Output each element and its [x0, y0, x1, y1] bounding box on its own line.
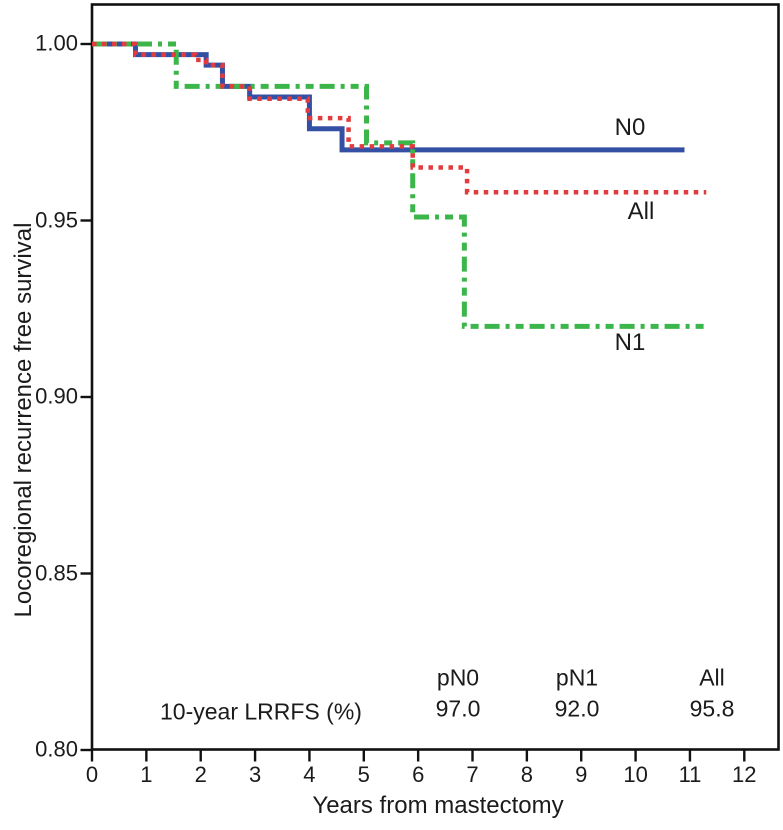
y-tick-label: 0.95: [35, 206, 78, 232]
y-tick-label: 1.00: [35, 30, 78, 56]
x-tick-label: 3: [248, 762, 262, 787]
annotation-value-all: 95.8: [689, 695, 735, 722]
curve-n1: [92, 41, 707, 329]
annotation-row-label: 10-year LRRFS (%): [160, 698, 362, 725]
x-axis-title: Years from mastectomy: [312, 792, 564, 819]
x-tick-label: 5: [357, 762, 370, 787]
curve-label-all: All: [627, 198, 655, 225]
annotation-header-pn1: pN1: [555, 664, 599, 691]
x-tick-label: 9: [575, 762, 588, 787]
annotation-header-all: All: [699, 664, 725, 691]
x-tick-label: 10: [623, 762, 648, 787]
x-tick-label: 4: [303, 762, 316, 787]
x-tick-label: 0: [85, 762, 99, 787]
y-tick-label: 0.85: [35, 559, 78, 585]
y-axis-title: Locoregional recurrence free survival: [10, 222, 37, 618]
curve-all: [92, 41, 707, 195]
curve-n0: [92, 41, 685, 153]
x-tick-label: 6: [412, 762, 425, 787]
curve-label-n1: N1: [614, 329, 646, 356]
x-tick-label: 8: [520, 762, 534, 787]
x-tick-label: 11: [678, 762, 702, 787]
y-tick-label: 0.90: [35, 383, 78, 409]
annotation-value-pn0: 97.0: [435, 695, 481, 722]
y-tick-label: 0.80: [35, 736, 78, 762]
x-tick-label: 12: [732, 762, 757, 787]
x-tick-label: 2: [194, 762, 207, 787]
annotation-header-pn0: pN0: [436, 664, 480, 691]
x-tick-label: 1: [140, 762, 153, 787]
x-tick-label: 7: [466, 762, 479, 787]
plot-border: [90, 3, 780, 751]
curve-label-n0: N0: [614, 114, 646, 141]
annotation-value-pn1: 92.0: [554, 695, 600, 722]
